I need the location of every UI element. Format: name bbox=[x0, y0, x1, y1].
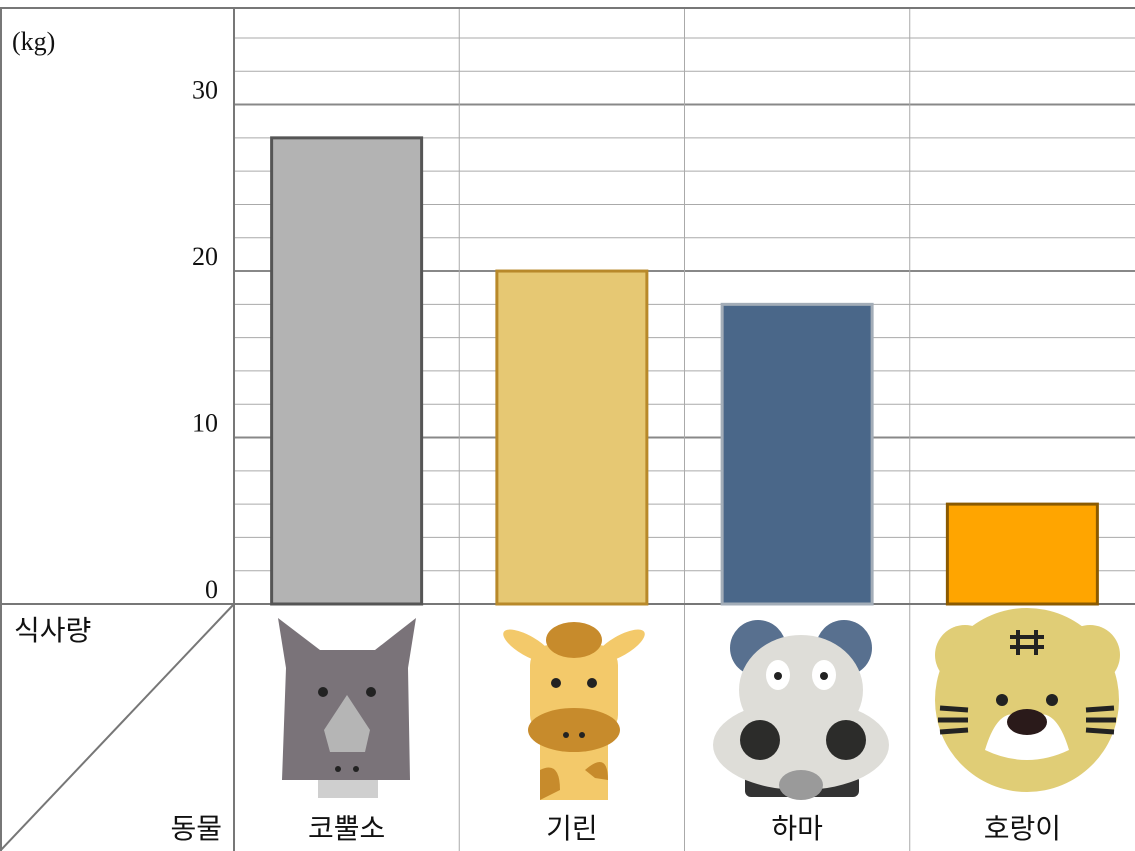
bar bbox=[272, 138, 422, 604]
chart: (kg) 식사량 동물 0 10 20 30 코뿔소 기린 하마 호랑이 bbox=[0, 0, 1135, 851]
rhino-icon bbox=[278, 618, 416, 798]
giraffe-icon bbox=[499, 622, 649, 800]
bar bbox=[947, 504, 1097, 604]
y-tick-label: 0 bbox=[205, 575, 218, 604]
bar bbox=[722, 304, 872, 604]
x-tick-label: 호랑이 bbox=[984, 812, 1061, 845]
hippo-icon bbox=[713, 620, 889, 800]
y-tick-label: 10 bbox=[192, 409, 218, 438]
y-tick-label: 20 bbox=[192, 242, 218, 271]
tiger-icon bbox=[935, 608, 1120, 792]
x-tick-label: 기린 bbox=[546, 812, 598, 845]
y-header: 식사량 bbox=[14, 614, 91, 647]
x-tick-label: 하마 bbox=[771, 812, 823, 845]
y-tick-label: 30 bbox=[192, 76, 218, 105]
animal-icons bbox=[278, 608, 1120, 800]
bar bbox=[497, 271, 647, 604]
x-tick-label: 코뿔소 bbox=[308, 812, 385, 845]
x-header: 동물 bbox=[170, 812, 222, 845]
unit-label: (kg) bbox=[12, 27, 55, 56]
